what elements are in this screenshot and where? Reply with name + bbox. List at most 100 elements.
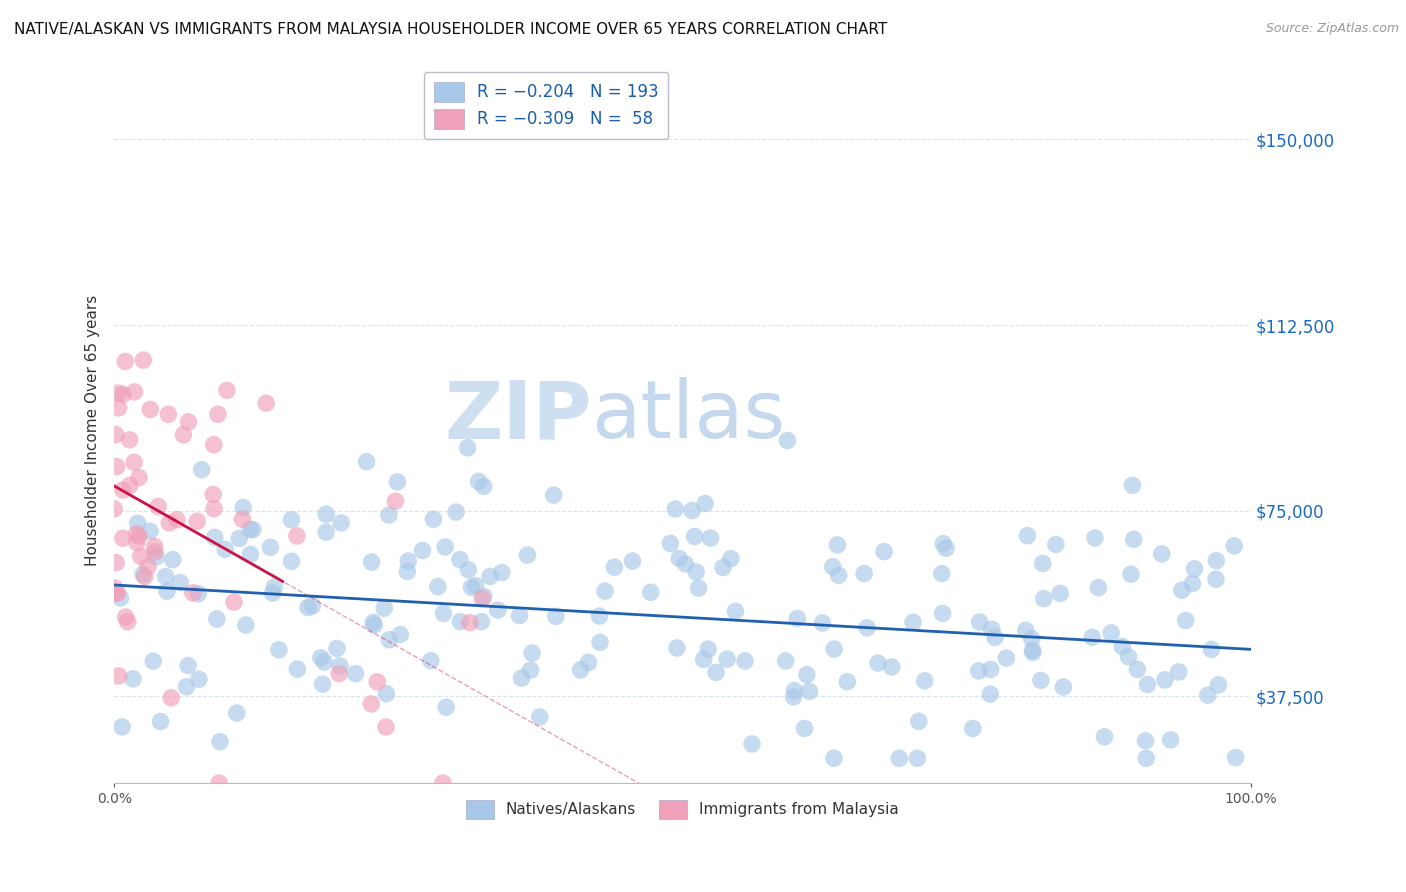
Point <box>457 441 479 455</box>
Point <box>1029 673 1052 688</box>
Point <box>1087 581 1109 595</box>
Point <box>704 665 727 680</box>
Point <box>984 631 1007 645</box>
Point <box>387 475 409 489</box>
Point <box>640 585 662 599</box>
Point <box>471 591 494 606</box>
Point <box>569 663 592 677</box>
Point <box>935 541 957 556</box>
Point <box>1099 626 1122 640</box>
Point <box>128 470 150 484</box>
Point <box>202 501 225 516</box>
Point <box>208 776 231 790</box>
Point <box>995 651 1018 665</box>
Point <box>711 560 734 574</box>
Point <box>516 548 538 562</box>
Point <box>361 615 384 630</box>
Point <box>142 654 165 668</box>
Point <box>117 615 139 629</box>
Point <box>122 455 145 469</box>
Point <box>396 565 419 579</box>
Point <box>105 556 128 570</box>
Point <box>254 396 277 410</box>
Point <box>187 672 209 686</box>
Point <box>1081 630 1104 644</box>
Point <box>107 586 129 600</box>
Point <box>330 516 353 530</box>
Point <box>880 660 903 674</box>
Point <box>207 407 229 421</box>
Point <box>434 540 457 554</box>
Point <box>588 609 610 624</box>
Point <box>160 690 183 705</box>
Point <box>823 642 845 657</box>
Point <box>128 529 150 543</box>
Point <box>1181 576 1204 591</box>
Point <box>697 642 720 657</box>
Point <box>969 615 991 629</box>
Point <box>111 531 134 545</box>
Point <box>389 627 412 641</box>
Point <box>486 603 509 617</box>
Point <box>979 687 1001 701</box>
Point <box>980 623 1002 637</box>
Point <box>685 565 707 579</box>
Point <box>143 540 166 554</box>
Point <box>472 479 495 493</box>
Point <box>375 687 398 701</box>
Point <box>285 529 308 543</box>
Text: ZIP: ZIP <box>444 377 592 455</box>
Point <box>360 697 382 711</box>
Point <box>741 737 763 751</box>
Point <box>699 531 721 545</box>
Point <box>1045 537 1067 551</box>
Point <box>225 706 247 720</box>
Point <box>786 611 808 625</box>
Point <box>589 635 612 649</box>
Point <box>107 669 129 683</box>
Point <box>1122 533 1144 547</box>
Point <box>127 516 149 531</box>
Point <box>776 434 799 448</box>
Point <box>457 563 479 577</box>
Point <box>172 427 194 442</box>
Text: NATIVE/ALASKAN VS IMMIGRANTS FROM MALAYSIA HOUSEHOLDER INCOME OVER 65 YEARS CORR: NATIVE/ALASKAN VS IMMIGRANTS FROM MALAYS… <box>14 22 887 37</box>
Point <box>1021 643 1043 657</box>
Point <box>373 601 395 615</box>
Point <box>889 751 911 765</box>
Point <box>491 566 513 580</box>
Point <box>315 507 337 521</box>
Point <box>360 555 382 569</box>
Point <box>262 586 284 600</box>
Point <box>793 722 815 736</box>
Point <box>837 674 859 689</box>
Point <box>1015 624 1038 638</box>
Point <box>1094 730 1116 744</box>
Point <box>434 700 457 714</box>
Point <box>208 734 231 748</box>
Point <box>177 415 200 429</box>
Point <box>205 612 228 626</box>
Point <box>110 591 132 605</box>
Point <box>688 581 710 595</box>
Text: atlas: atlas <box>592 377 786 455</box>
Point <box>1017 529 1039 543</box>
Point <box>105 586 128 600</box>
Point <box>202 487 225 501</box>
Point <box>311 677 333 691</box>
Point <box>214 542 236 557</box>
Point <box>1225 750 1247 764</box>
Text: Source: ZipAtlas.com: Source: ZipAtlas.com <box>1265 22 1399 36</box>
Point <box>621 554 644 568</box>
Point <box>1135 751 1157 765</box>
Point <box>259 541 281 555</box>
Point <box>384 494 406 508</box>
Point <box>520 646 543 660</box>
Legend: Natives/Alaskans, Immigrants from Malaysia: Natives/Alaskans, Immigrants from Malays… <box>460 794 904 825</box>
Point <box>122 672 145 686</box>
Point <box>683 529 706 543</box>
Point <box>162 552 184 566</box>
Point <box>190 463 212 477</box>
Point <box>432 607 454 621</box>
Point <box>155 569 177 583</box>
